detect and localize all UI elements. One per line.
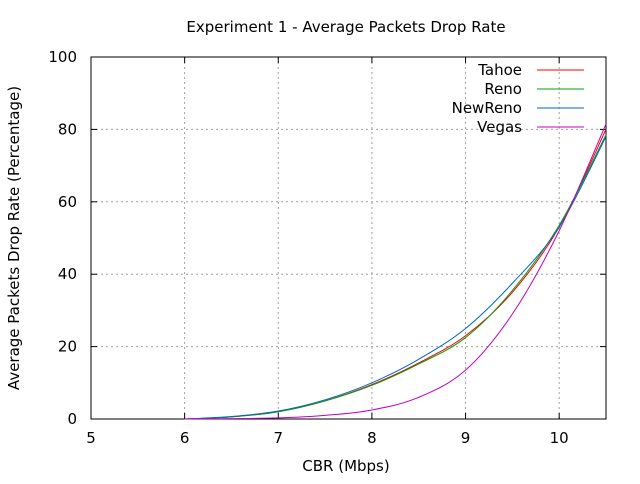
series-lines — [184, 123, 607, 420]
legend-label-reno: Reno — [484, 80, 522, 98]
x-tick-label: 9 — [461, 429, 471, 447]
plot-frame — [90, 56, 607, 420]
y-tick-label: 60 — [58, 193, 77, 211]
x-tick-label: 6 — [180, 429, 190, 447]
legend-label-vegas: Vegas — [477, 118, 522, 136]
legend-label-newreno: NewReno — [452, 99, 522, 117]
chart-title: Experiment 1 - Average Packets Drop Rate — [186, 18, 505, 36]
x-tick-label: 8 — [367, 429, 377, 447]
y-tick-label: 40 — [58, 265, 77, 283]
series-line-newreno — [184, 136, 607, 420]
series-line-reno — [184, 134, 607, 420]
y-tick-label: 100 — [48, 48, 77, 66]
y-tick-label: 80 — [58, 120, 77, 138]
x-tick-label: 5 — [86, 429, 96, 447]
x-tick-label: 7 — [273, 429, 283, 447]
x-tick-label: 10 — [550, 429, 569, 447]
axes — [90, 56, 607, 420]
y-tick-label: 0 — [67, 410, 77, 428]
grid-lines — [91, 57, 606, 419]
series-line-vegas — [184, 123, 607, 420]
legend-label-tahoe: Tahoe — [477, 61, 522, 79]
y-axis-title: Average Packets Drop Rate (Percentage) — [5, 86, 23, 390]
y-tick-label: 20 — [58, 338, 77, 356]
x-axis-title: CBR (Mbps) — [302, 457, 389, 475]
